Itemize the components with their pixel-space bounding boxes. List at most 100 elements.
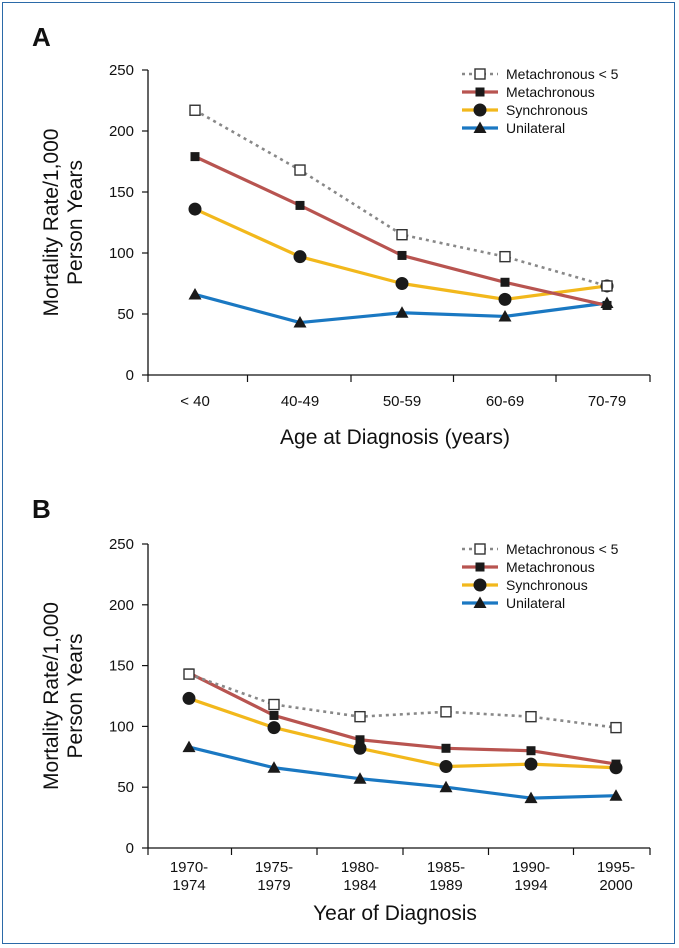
data-point-0-2 xyxy=(396,228,408,241)
data-point-1-4 xyxy=(526,746,536,756)
series-line-3 xyxy=(188,745,617,800)
data-point-0-5 xyxy=(610,721,622,734)
x-tick-label: 1994 xyxy=(514,877,547,894)
panel-b: B0501001502002501970-19741975-19791980-1… xyxy=(32,494,651,925)
data-point-0-0 xyxy=(183,668,195,680)
legend-marker-0 xyxy=(474,68,486,80)
x-tick-label: 40-49 xyxy=(281,393,319,410)
x-tick-label: < 40 xyxy=(180,393,210,410)
legend-marker-2 xyxy=(473,578,487,592)
data-point-1-2 xyxy=(355,735,365,745)
legend-label-3: Unilateral xyxy=(506,120,565,136)
data-point-0-4 xyxy=(601,280,613,292)
data-point-3-5 xyxy=(609,789,623,801)
x-tick-label: 1979 xyxy=(257,877,290,894)
y-tick-label: 200 xyxy=(109,123,134,140)
data-point-2-0 xyxy=(182,691,196,705)
data-point-3-0 xyxy=(182,740,196,753)
data-point-2-3 xyxy=(498,292,512,306)
x-tick-label: 1989 xyxy=(429,877,462,894)
legend-label-2: Synchronous xyxy=(506,102,588,118)
data-point-0-3 xyxy=(440,706,452,718)
y-tick-label: 100 xyxy=(109,718,134,735)
x-tick-label: 60-69 xyxy=(486,393,524,410)
data-point-3-2 xyxy=(353,772,367,784)
y-tick-label: 0 xyxy=(126,367,134,384)
data-point-2-0 xyxy=(188,202,202,216)
x-tick-label: 2000 xyxy=(599,877,632,894)
data-point-2-3 xyxy=(439,760,453,774)
y-tick-label: 150 xyxy=(109,658,134,675)
data-point-1-0 xyxy=(190,152,200,162)
y-axis-title: Mortality Rate/1,000Person Years xyxy=(40,602,87,790)
y-axis-title-line-1: Mortality Rate/1,000 xyxy=(40,129,63,317)
data-point-0-3 xyxy=(499,250,511,263)
data-point-1-4 xyxy=(602,300,612,310)
legend-label-2: Synchronous xyxy=(506,577,588,593)
data-point-1-3 xyxy=(500,277,510,287)
y-tick-label: 150 xyxy=(109,184,134,201)
legend-marker-1 xyxy=(475,87,485,97)
legend-label-0: Metachronous < 5 xyxy=(506,66,619,82)
y-tick-label: 200 xyxy=(109,597,134,614)
data-point-1-1 xyxy=(269,710,279,720)
y-tick-label: 50 xyxy=(117,779,134,796)
data-point-0-0 xyxy=(189,104,201,116)
data-point-3-4 xyxy=(524,791,538,804)
x-tick-label: 1975- xyxy=(255,859,293,876)
y-axis-title-line-2: Person Years xyxy=(64,634,87,759)
x-tick-label: 1980- xyxy=(341,859,379,876)
y-axis-title-line-1: Mortality Rate/1,000 xyxy=(40,602,63,790)
legend-label-0: Metachronous < 5 xyxy=(506,541,619,557)
data-point-2-1 xyxy=(293,250,307,264)
legend-marker-2 xyxy=(473,103,487,117)
series-line-1 xyxy=(188,671,617,766)
data-point-3-1 xyxy=(267,761,281,773)
x-axis-title: Year of Diagnosis xyxy=(313,902,477,925)
y-tick-label: 250 xyxy=(109,536,134,553)
legend-marker-3 xyxy=(473,596,487,608)
legend-label-1: Metachronous xyxy=(506,559,595,575)
legend-label-1: Metachronous xyxy=(506,84,595,100)
x-tick-label: 1990- xyxy=(512,859,550,876)
x-tick-label: 1984 xyxy=(343,877,376,894)
legend-marker-0 xyxy=(474,543,486,555)
legend-label-3: Unilateral xyxy=(506,595,565,611)
data-point-3-1 xyxy=(293,316,307,328)
data-point-3-3 xyxy=(439,780,453,793)
x-tick-label: 1970- xyxy=(170,859,208,876)
legend-marker-3 xyxy=(473,121,487,133)
data-point-2-2 xyxy=(353,741,367,755)
series-line-2 xyxy=(188,696,617,770)
legend-marker-1 xyxy=(475,562,485,572)
data-point-2-2 xyxy=(395,277,409,290)
data-point-1-1 xyxy=(295,200,305,210)
x-tick-label: 1974 xyxy=(172,877,205,894)
data-point-0-1 xyxy=(294,164,306,176)
data-point-0-2 xyxy=(354,710,366,723)
y-tick-label: 50 xyxy=(117,306,134,323)
data-point-1-5 xyxy=(611,759,621,769)
y-tick-label: 0 xyxy=(126,840,134,857)
x-axis-title: Age at Diagnosis (years) xyxy=(280,426,510,449)
data-point-0-1 xyxy=(268,698,280,711)
data-point-3-0 xyxy=(188,287,202,300)
x-tick-label: 70-79 xyxy=(588,393,626,410)
panel-a: A 0 50 100 150 200 250 < 40 40-49 50-59 60-69 70-79… xyxy=(32,22,651,449)
x-tick-label: 1985- xyxy=(427,859,465,876)
data-point-2-4 xyxy=(524,757,538,771)
y-tick-label: 250 xyxy=(109,62,134,79)
data-point-0-4 xyxy=(525,710,537,723)
data-point-1-2 xyxy=(397,250,407,260)
panel-label: A xyxy=(32,22,51,52)
data-point-3-2 xyxy=(395,306,409,318)
y-axis-title: Mortality Rate/1,000Person Years xyxy=(40,129,87,317)
y-tick-label: 100 xyxy=(109,245,134,262)
panel-label: B xyxy=(32,494,51,524)
data-point-3-3 xyxy=(498,309,512,322)
data-point-2-1 xyxy=(267,721,281,735)
x-tick-label: 1995- xyxy=(597,859,635,876)
data-point-1-3 xyxy=(441,743,451,753)
